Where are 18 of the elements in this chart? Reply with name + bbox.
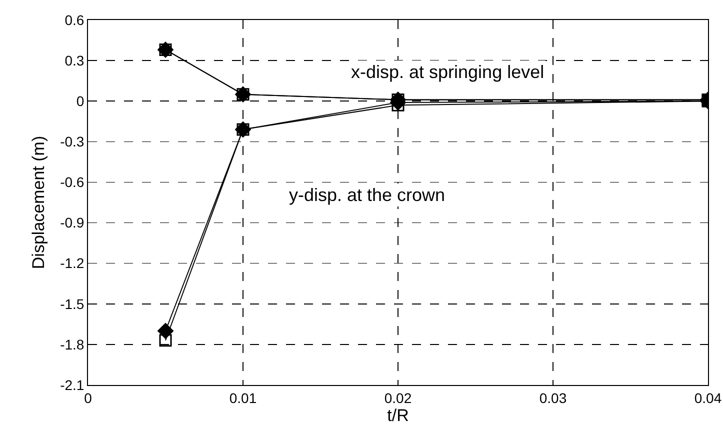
x-tick-label: 0.02 bbox=[384, 390, 412, 406]
y-tick-label: 0.6 bbox=[64, 12, 84, 28]
annotation: y-disp. at the crown bbox=[289, 185, 446, 205]
x-tick-label: 0.03 bbox=[539, 390, 567, 406]
y-tick-label: -1.2 bbox=[60, 255, 84, 272]
annotation: x-disp. at springing level bbox=[351, 62, 544, 82]
y-tick-label: -0.9 bbox=[60, 214, 84, 231]
x-tick-label: 0.01 bbox=[229, 390, 257, 406]
y-tick-label: -0.6 bbox=[60, 174, 84, 190]
y-tick-label: -1.8 bbox=[60, 336, 84, 352]
x-tick-label: 0.04 bbox=[694, 390, 722, 406]
y-tick-label: 0 bbox=[76, 93, 84, 110]
y-tick-label: -0.3 bbox=[60, 134, 84, 150]
x-axis-title: t/R bbox=[387, 406, 409, 426]
y-tick-label: 0.3 bbox=[64, 52, 84, 68]
y-axis-title: Displacement (m) bbox=[29, 136, 48, 270]
y-tick-label: -1.5 bbox=[60, 296, 84, 312]
y-tick-label: -2.1 bbox=[60, 376, 84, 393]
